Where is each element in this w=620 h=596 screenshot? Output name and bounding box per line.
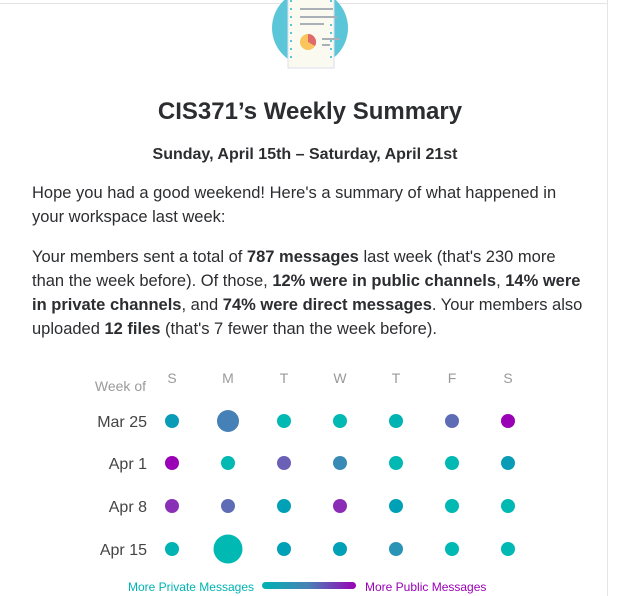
- row-header: Week of: [95, 378, 146, 394]
- activity-dot-chart: Week of S M T W T F S Mar 25 Apr 1 Apr 8 Apr 15 More…: [95, 370, 515, 594]
- activity-dot: [389, 456, 403, 470]
- activity-dot: [389, 414, 403, 428]
- activity-dot: [501, 456, 515, 470]
- legend-private-label: More Private Messages: [128, 580, 254, 594]
- activity-dot: [389, 542, 403, 556]
- activity-dot: [277, 499, 291, 513]
- date-range: Sunday, April 15th – Saturday, April 21s…: [152, 146, 458, 163]
- activity-dot: [165, 456, 179, 470]
- activity-dot: [277, 414, 291, 428]
- activity-dot: [333, 456, 347, 470]
- day-label: S: [167, 370, 176, 386]
- activity-dot: [445, 499, 459, 513]
- day-label: T: [392, 370, 401, 386]
- activity-dot: [333, 499, 347, 513]
- page-title: CIS371’s Weekly Summary: [157, 98, 463, 125]
- day-label: T: [280, 370, 289, 386]
- activity-dot: [333, 414, 347, 428]
- legend-gradient-bar: [262, 582, 356, 589]
- activity-dot: [221, 456, 235, 470]
- day-label: M: [222, 370, 234, 386]
- activity-dot: [165, 499, 179, 513]
- day-label: W: [333, 370, 347, 386]
- activity-dot: [445, 542, 459, 556]
- day-label: S: [503, 370, 512, 386]
- activity-dot: [445, 414, 459, 428]
- activity-dot: [389, 499, 403, 513]
- divider: [607, 0, 608, 596]
- legend-public-label: More Public Messages: [365, 580, 486, 594]
- activity-dot: [501, 499, 515, 513]
- activity-dot: [501, 414, 515, 428]
- week-label: Apr 8: [109, 499, 147, 516]
- intro-text: Hope you had a good weekend! Here's a su…: [32, 184, 557, 226]
- week-label: Apr 15: [100, 542, 147, 559]
- activity-dot: [333, 542, 347, 556]
- activity-dot: [165, 414, 179, 428]
- activity-dot: [501, 542, 515, 556]
- activity-dot: [221, 499, 235, 513]
- activity-dot: [277, 456, 291, 470]
- activity-dot: [445, 456, 459, 470]
- week-label: Apr 1: [109, 456, 147, 473]
- activity-dot: [165, 542, 179, 556]
- summary-text: Your members sent a total of 787 message…: [32, 248, 583, 338]
- week-label: Mar 25: [97, 414, 147, 431]
- report-icon: [272, 0, 348, 69]
- activity-dot: [217, 410, 239, 432]
- activity-dot: [213, 534, 243, 564]
- activity-dot: [277, 542, 291, 556]
- day-label: F: [448, 370, 457, 386]
